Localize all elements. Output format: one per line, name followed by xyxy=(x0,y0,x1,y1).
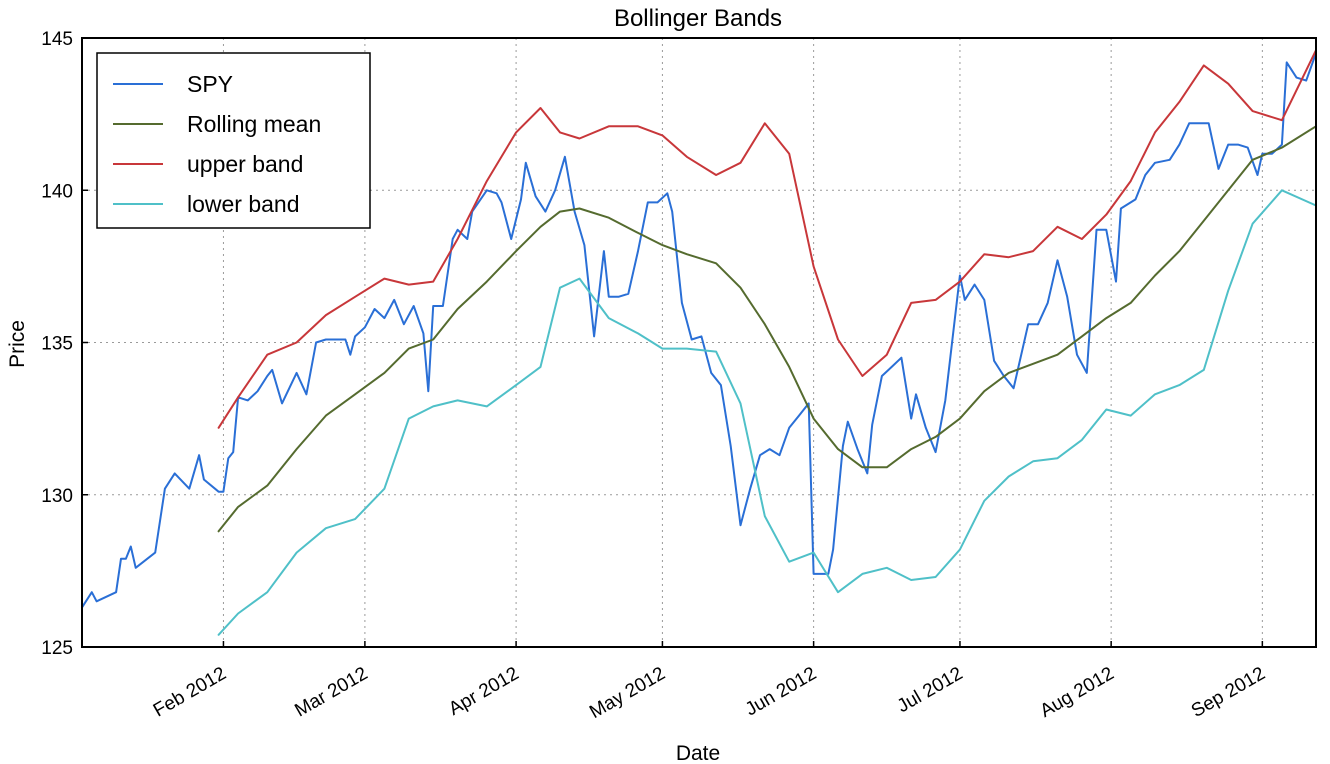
chart-title: Bollinger Bands xyxy=(614,5,782,32)
legend: SPY Rolling mean upper band lower band xyxy=(96,52,371,229)
x-axis-label: Date xyxy=(676,742,720,764)
series-line-rolling-mean xyxy=(217,125,1317,533)
y-tick-label: 125 xyxy=(41,638,73,659)
series-line-upper-band xyxy=(217,49,1317,429)
y-tick-label: 130 xyxy=(41,486,73,507)
legend-label-spy: SPY xyxy=(187,71,233,97)
legend-box xyxy=(96,52,371,229)
y-tick-labels: 125 130 135 140 145 xyxy=(41,29,73,659)
legend-label-rolling-mean: Rolling mean xyxy=(187,111,321,137)
y-tick-label: 140 xyxy=(41,181,73,202)
series-line-spy xyxy=(81,52,1317,609)
legend-label-upper-band: upper band xyxy=(187,151,303,177)
y-tick-label: 135 xyxy=(41,334,73,355)
legend-label-lower-band: lower band xyxy=(187,191,300,217)
series-line-lower-band xyxy=(217,189,1317,636)
plot-frame xyxy=(81,37,1317,648)
y-axis-label: Price xyxy=(6,320,29,368)
series-layer xyxy=(81,49,1317,636)
y-tick-label: 145 xyxy=(41,29,73,50)
